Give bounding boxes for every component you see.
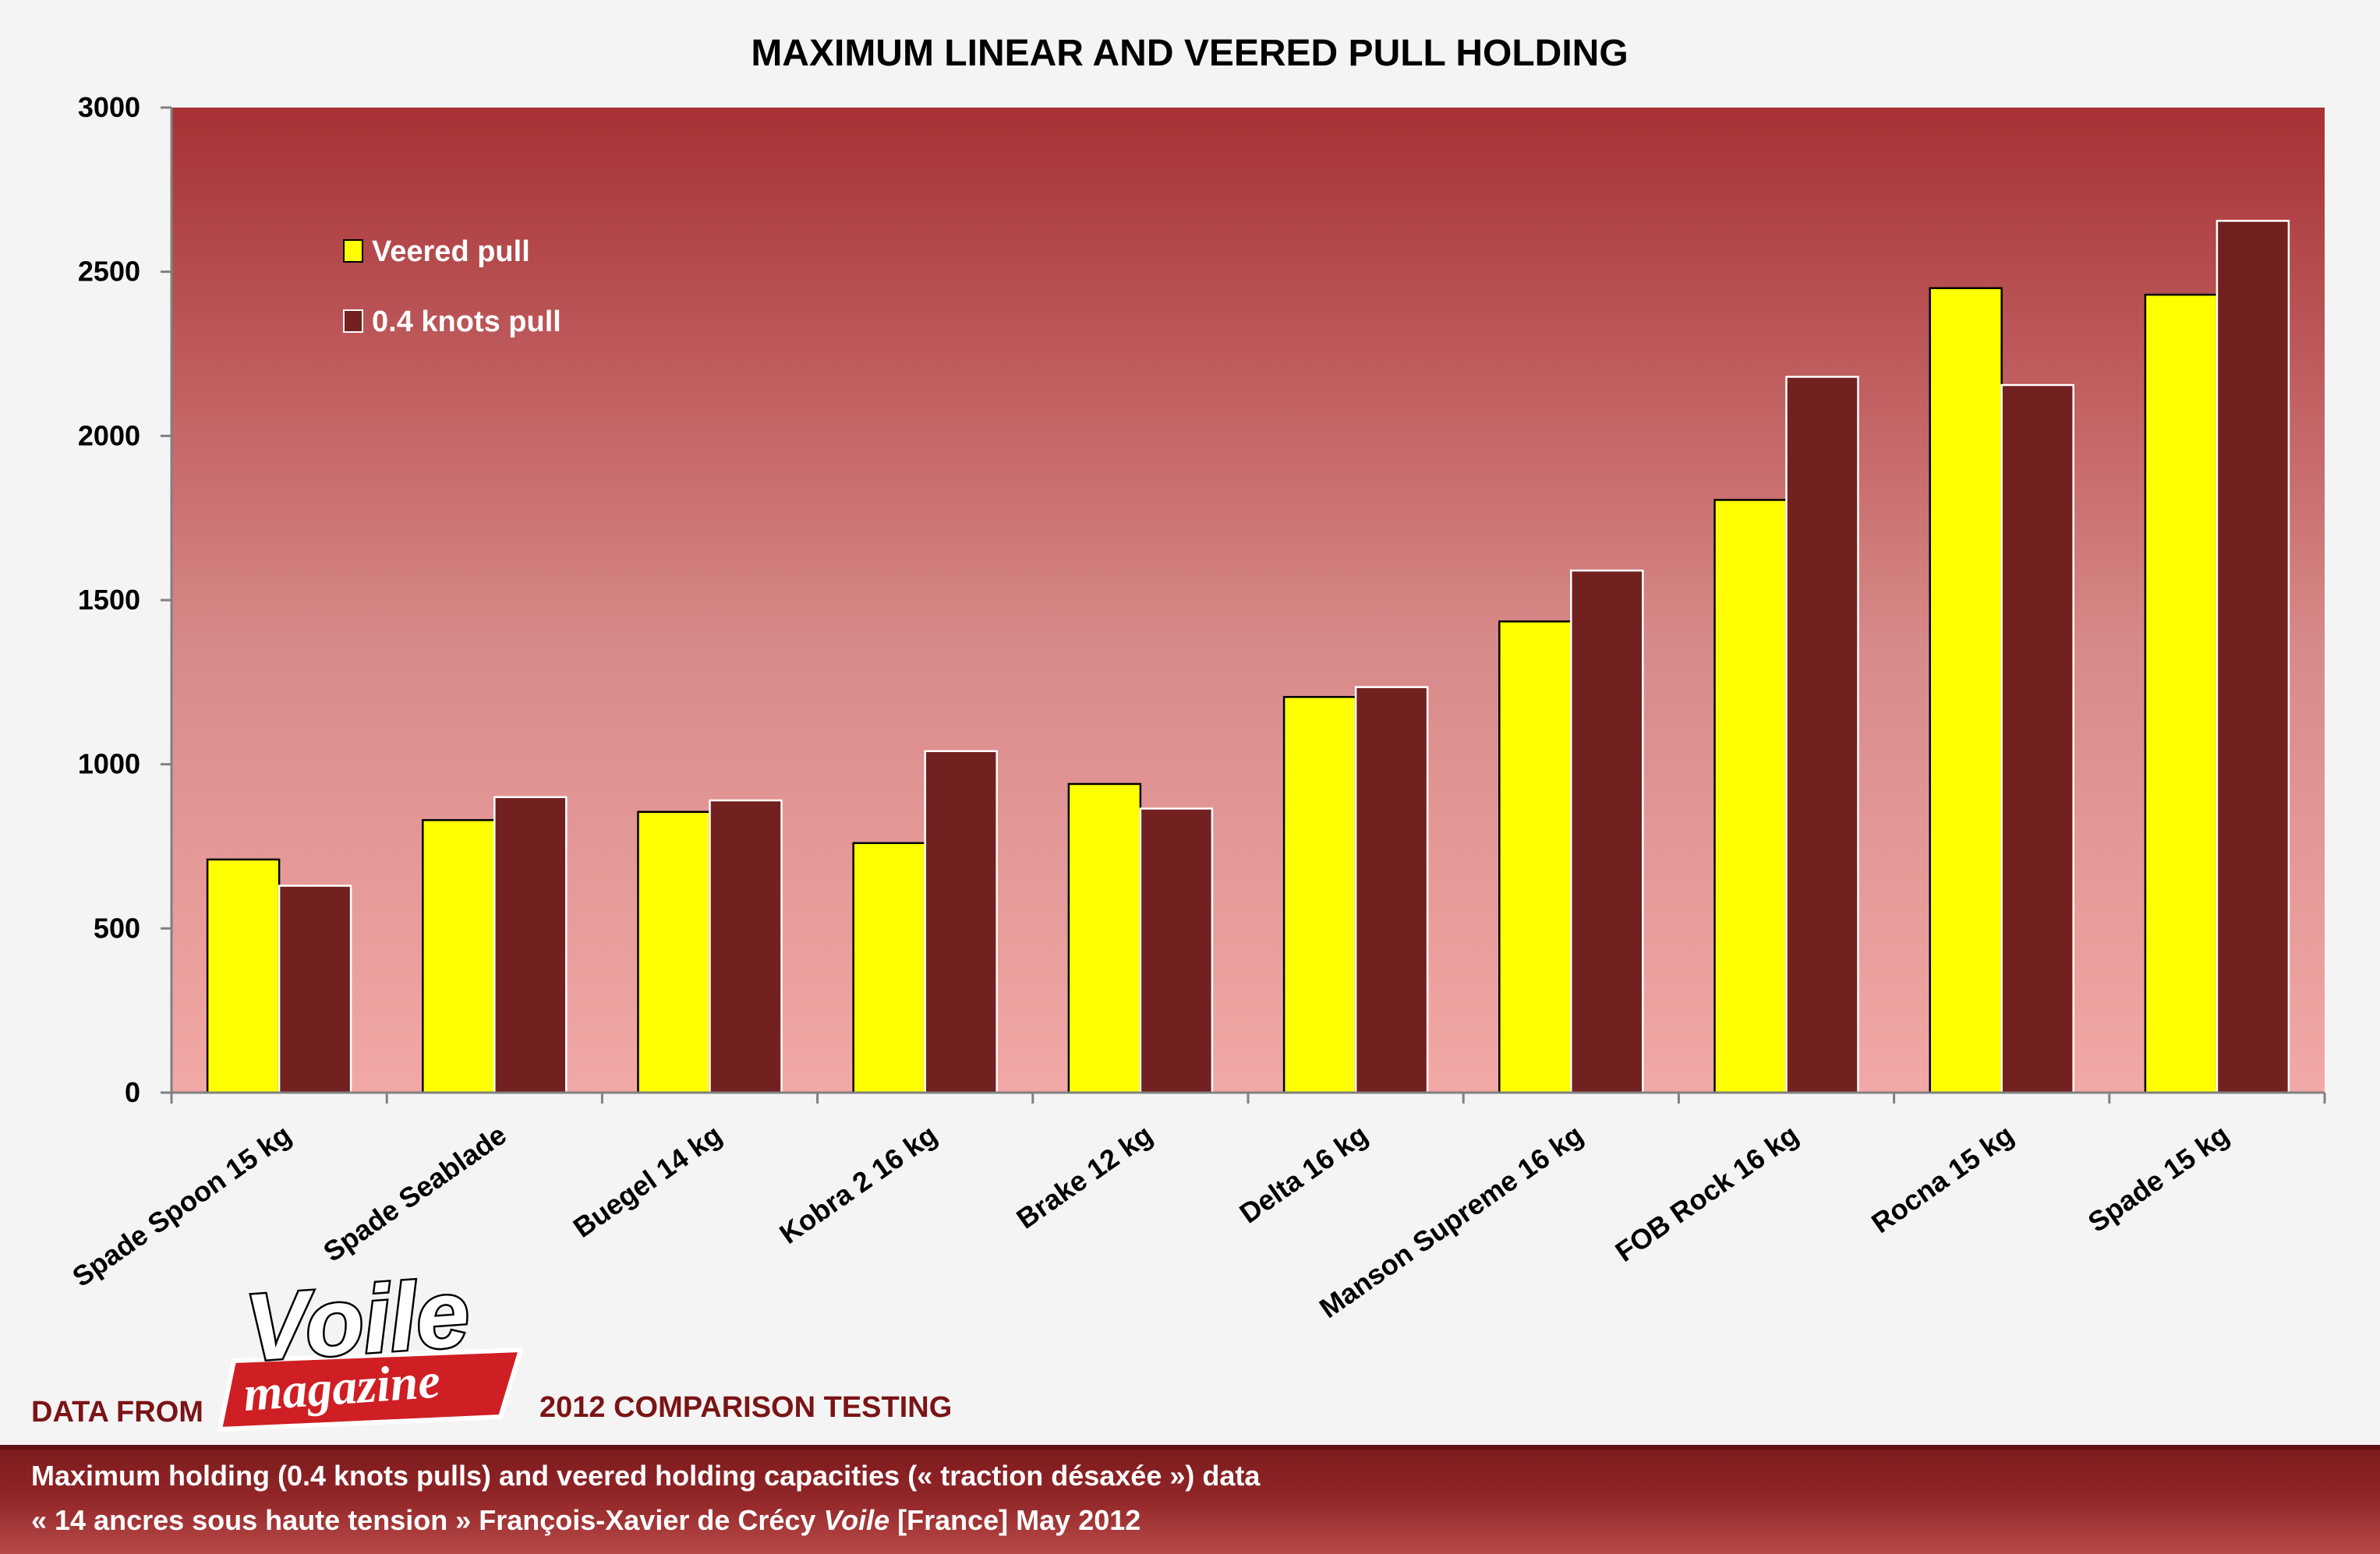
bar-veered-pull (1498, 620, 1572, 1094)
bar-veered-pull (852, 842, 926, 1094)
footer-line-2-italic: Voile (823, 1504, 889, 1536)
category-label: Spade Seablade (317, 1118, 512, 1268)
credit-left: DATA FROM (31, 1396, 203, 1429)
footer-line-2-before: « 14 ancres sous haute tension » Françoi… (31, 1504, 823, 1536)
bar-knots-pull (1570, 569, 1644, 1094)
bar-veered-pull (1929, 287, 2003, 1094)
bar-veered-pull (2144, 293, 2219, 1094)
footer-line-2: « 14 ancres sous haute tension » Françoi… (31, 1504, 1140, 1536)
bar-veered-pull (637, 811, 711, 1094)
bar-veered-pull (1067, 782, 1142, 1094)
category-label: Brake 12 kg (1010, 1118, 1158, 1235)
voile-magazine-logo: Voile magazine (217, 1258, 525, 1432)
y-tick-label: 2000 (78, 419, 140, 451)
footer-band (0, 1445, 2380, 1554)
y-tick-label: 500 (94, 912, 140, 944)
y-tick-label: 1000 (78, 748, 140, 780)
category-label: FOB Rock 16 kg (1609, 1118, 1804, 1268)
bar-knots-pull (709, 799, 783, 1094)
legend-label-veered: Veered pull (372, 235, 530, 268)
y-tick-label: 0 (125, 1076, 140, 1108)
bar-knots-pull (924, 750, 998, 1094)
y-tick-label: 1500 (78, 584, 140, 616)
footer-line-1: Maximum holding (0.4 knots pulls) and ve… (31, 1460, 1261, 1492)
bar-veered-pull (1282, 696, 1357, 1094)
legend: Veered pull 0.4 knots pull (343, 235, 561, 338)
credit-right: 2012 COMPARISON TESTING (539, 1391, 952, 1424)
bar-knots-pull (2216, 220, 2290, 1094)
legend-swatch-veered (343, 239, 363, 263)
footer-rule (0, 1445, 2380, 1450)
bar-veered-pull (206, 858, 281, 1094)
category-label: Buegel 14 kg (568, 1118, 727, 1244)
y-tick-label: 3000 (78, 91, 140, 123)
footer-line-2-after: [France] May 2012 (889, 1504, 1140, 1536)
y-tick-label: 2500 (78, 256, 140, 288)
bar-knots-pull (278, 885, 352, 1094)
legend-label-knots: 0.4 knots pull (372, 306, 561, 338)
bar-veered-pull (422, 819, 496, 1094)
legend-swatch-knots (343, 309, 363, 333)
bar-knots-pull (2000, 383, 2074, 1094)
category-label: Kobra 2 16 kg (773, 1118, 942, 1250)
logo-word-magazine: magazine (242, 1353, 442, 1422)
bars (206, 220, 2290, 1094)
bar-knots-pull (493, 796, 568, 1094)
logo-word-voile: Voile (242, 1259, 472, 1381)
y-axis: 0 500 1000 1500 2000 2500 3000 (78, 91, 173, 1108)
bar-knots-pull (1139, 807, 1214, 1094)
category-label: Delta 16 kg (1233, 1118, 1373, 1230)
bar-veered-pull (1713, 499, 1788, 1094)
bar-knots-pull (1785, 376, 1859, 1094)
category-label: Rocna 15 kg (1865, 1118, 2019, 1239)
category-label: Spade Spoon 15 kg (66, 1118, 297, 1293)
bar-knots-pull (1354, 686, 1429, 1094)
chart-title: MAXIMUM LINEAR AND VEERED PULL HOLDING (751, 33, 1628, 74)
category-label: Spade 15 kg (2082, 1118, 2235, 1238)
